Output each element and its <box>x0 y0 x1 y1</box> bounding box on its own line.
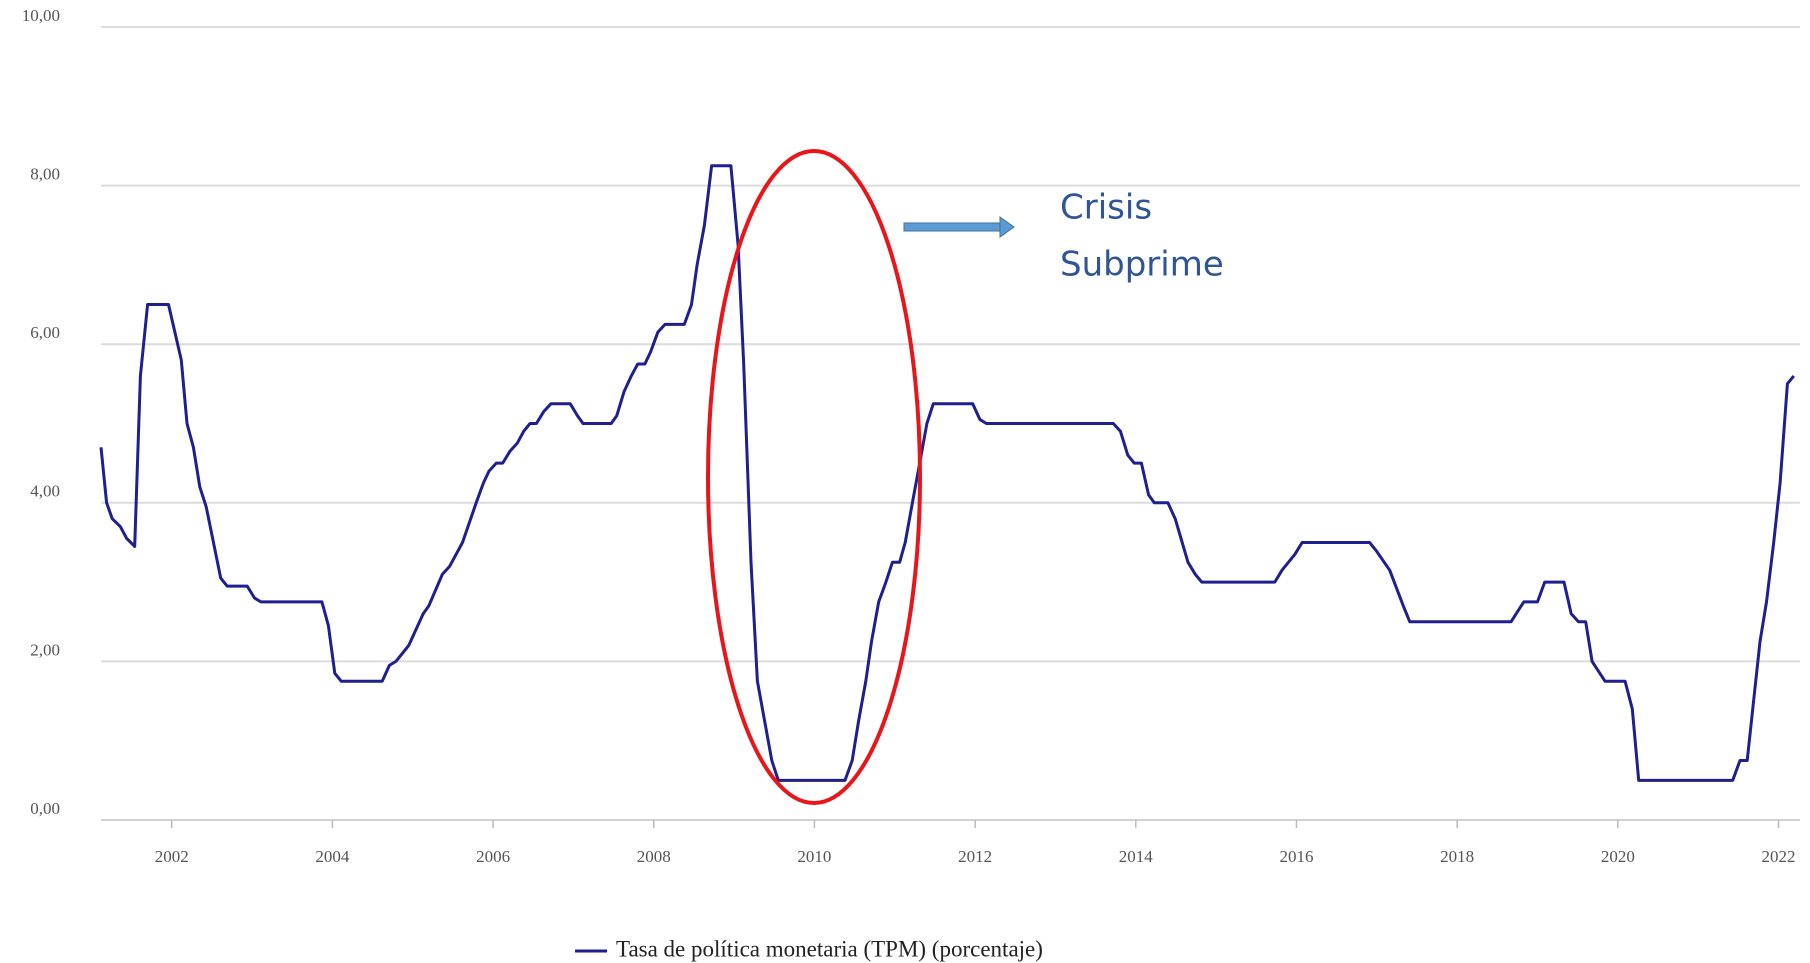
arrow <box>903 216 1015 238</box>
y-tick-label: 6,00 <box>30 323 60 342</box>
x-tick-label: 2018 <box>1440 847 1474 866</box>
legend: Tasa de política monetaria (TPM) (porcen… <box>575 936 1043 961</box>
x-tick-label: 2006 <box>476 847 510 866</box>
x-tick-label: 2020 <box>1601 847 1635 866</box>
line-series <box>99 164 1795 782</box>
y-tick-label: 4,00 <box>30 482 60 501</box>
x-tick-label: 2002 <box>155 847 189 866</box>
x-tick-label: 2004 <box>315 847 350 866</box>
x-tick-label: 2016 <box>1279 847 1313 866</box>
x-tick-label: 2010 <box>797 847 831 866</box>
highlight-ellipse <box>706 149 922 805</box>
y-tick-label: 8,00 <box>30 165 60 184</box>
annotation: Subprime <box>1060 245 1224 285</box>
axes: 0,00 2,00 4,00 6,00 8,00 10,00 2002 2004 2006 200… <box>22 6 1800 866</box>
y-tick-label: 10,00 <box>22 6 60 25</box>
x-tick-label: 2012 <box>958 847 992 866</box>
legend-label: Tasa de política monetaria (TPM) (porcen… <box>616 936 1043 961</box>
x-tick-label: 2022 <box>1762 847 1796 866</box>
x-tick-label: 2014 <box>1119 847 1154 866</box>
y-tick-label: 2,00 <box>30 640 60 659</box>
y-tick-label: 0,00 <box>30 799 60 818</box>
annotation: Crisis <box>1060 188 1152 228</box>
x-tick-label: 2008 <box>637 847 671 866</box>
